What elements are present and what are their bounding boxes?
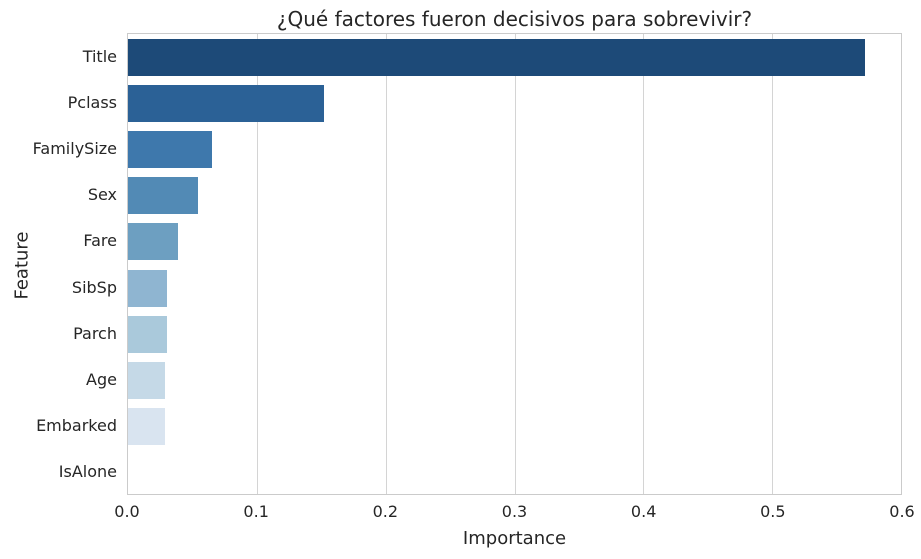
y-tick-label-sex: Sex [87,185,117,205]
bar-embarked [128,408,165,445]
x-tick-label-0.0: 0.0 [114,502,140,521]
y-tick-label-age: Age [86,369,117,389]
x-tick-label-0.2: 0.2 [372,502,399,521]
bar-parch [128,316,167,353]
gridline [514,34,516,494]
y-tick-label-parch: Parch [73,323,117,343]
y-tick-label-title: Title [82,46,117,66]
y-tick-label-sibsp: SibSp [71,277,117,297]
y-axis-label: Feature [11,231,33,300]
y-tick-label-familysize: FamilySize [32,138,117,158]
x-tick-label-0.6: 0.6 [889,502,915,521]
bar-sibsp [128,270,167,307]
x-tick-label-0.3: 0.3 [501,502,528,521]
y-tick-label-isalone: IsAlone [58,462,117,482]
chart-title: ¿Qué factores fueron decisivos para sobr… [276,7,753,31]
x-tick-label-0.5: 0.5 [760,502,786,521]
bar-sex [128,177,198,214]
bar-fare [128,223,178,260]
gridline [256,34,258,494]
gridline [772,34,774,494]
x-tick-label-0.1: 0.1 [243,502,269,521]
plot-area [127,33,902,495]
bar-familysize [128,131,212,168]
x-tick-label-0.4: 0.4 [630,502,657,521]
y-tick-label-fare: Fare [83,231,117,251]
gridline [385,34,387,494]
bar-title [128,39,865,76]
y-tick-label-embarked: Embarked [36,416,117,436]
bar-pclass [128,85,324,122]
gridline [643,34,645,494]
bar-age [128,362,165,399]
y-tick-label-pclass: Pclass [67,92,117,112]
x-axis-label: Importance [462,528,567,549]
